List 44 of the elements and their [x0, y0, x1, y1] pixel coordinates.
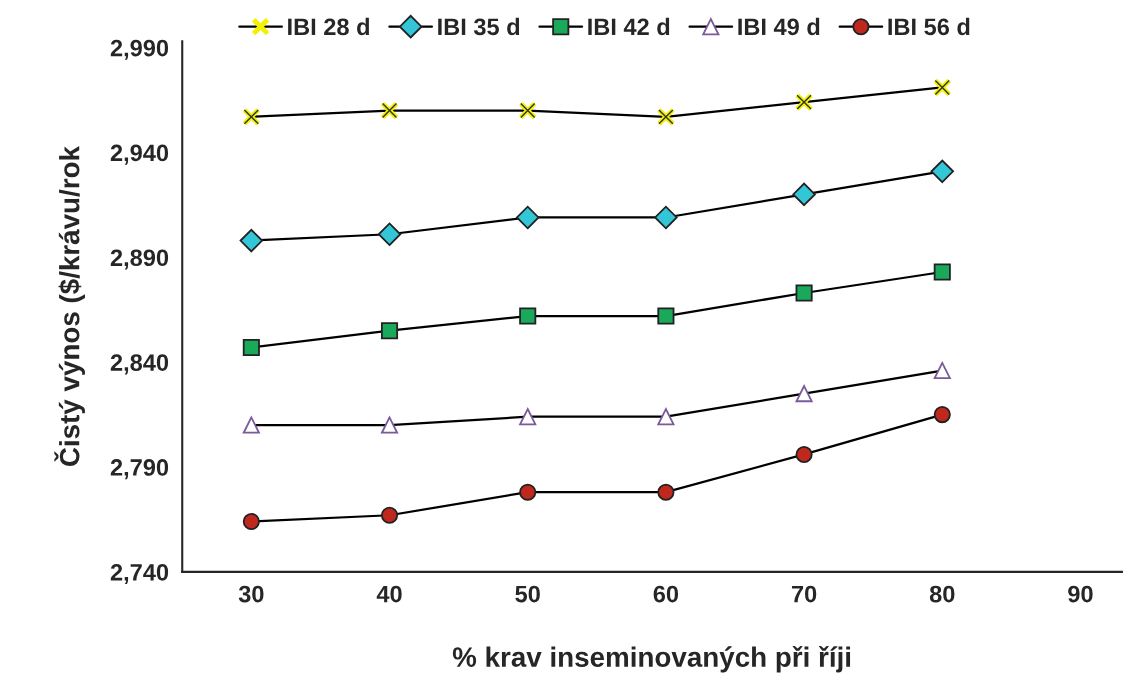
x-axis-title: % krav inseminovaných při říji	[452, 645, 851, 673]
point	[519, 483, 537, 501]
x-tick-label: 50	[515, 585, 540, 603]
y-tick-label: 2,840	[110, 354, 169, 375]
point	[795, 385, 813, 403]
point	[657, 307, 675, 325]
y-tick-label: 2,940	[110, 144, 169, 165]
x-tick-label: 30	[238, 585, 264, 603]
x-tick-label: 90	[1068, 585, 1093, 603]
y-tick-label: 2,890	[110, 249, 169, 270]
point	[657, 408, 675, 426]
point	[795, 284, 813, 302]
y-tick-label: 2,740	[110, 563, 169, 585]
legend-label: IBI 49 d	[738, 17, 820, 36]
point	[242, 512, 260, 531]
point	[377, 222, 402, 246]
point	[242, 338, 260, 357]
y-tick-label: 2,790	[110, 459, 169, 480]
point	[930, 159, 954, 184]
point	[792, 182, 816, 207]
legend-label: IBI 28 d	[288, 17, 369, 36]
point	[654, 205, 678, 230]
legend-label: IBI 42 d	[588, 17, 670, 36]
x-tick-label: 40	[376, 585, 402, 603]
point	[516, 205, 540, 230]
legend-label: IBI 56 d	[888, 17, 970, 36]
legend-label: IBI 35 d	[438, 17, 520, 36]
point	[239, 228, 264, 253]
point	[933, 263, 951, 281]
x-tick-label: 70	[791, 585, 817, 603]
point	[242, 416, 260, 434]
point	[933, 362, 951, 380]
point	[380, 506, 399, 524]
point	[380, 322, 399, 340]
y-tick-label: 2,990	[110, 39, 169, 60]
point	[519, 307, 537, 325]
y-axis-title: Čistý výnos ($/krávu/rok	[54, 146, 85, 467]
point	[795, 445, 813, 463]
point	[519, 408, 537, 426]
point	[933, 406, 951, 424]
point	[657, 483, 675, 501]
x-tick-label: 80	[929, 585, 955, 603]
point	[380, 416, 399, 434]
x-tick-label: 60	[653, 585, 679, 603]
